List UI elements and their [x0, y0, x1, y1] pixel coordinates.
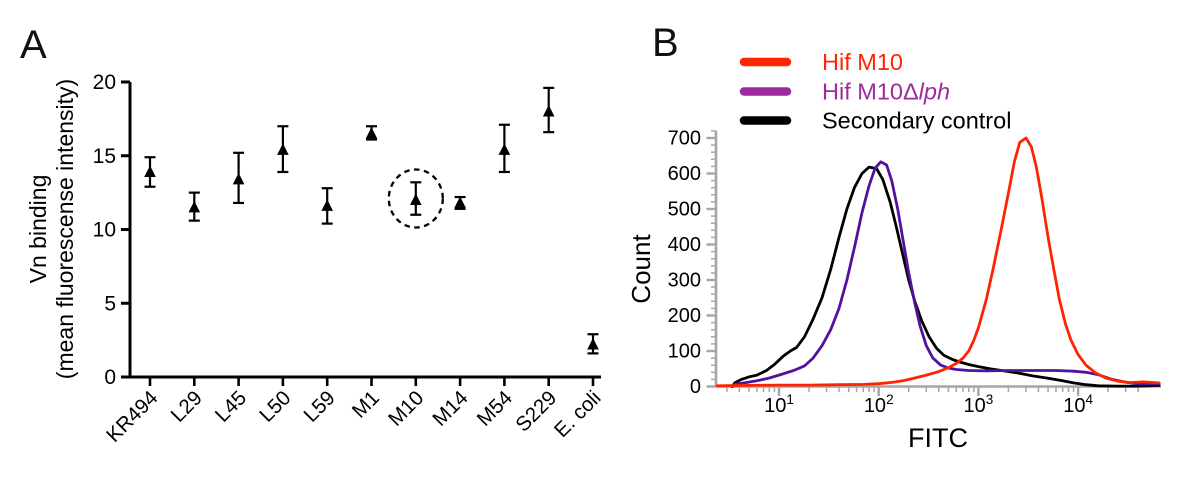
y-tick-label: 20: [93, 71, 116, 94]
panel-a-y-axis-label-line2: (mean fluorescense intensity): [52, 79, 78, 379]
data-point-marker: [454, 196, 466, 208]
data-point-marker: [188, 200, 201, 213]
category-label: M10: [384, 386, 428, 430]
data-point-marker: [498, 143, 511, 155]
panel-b-letter: B: [652, 21, 679, 65]
data-point-marker: [365, 127, 378, 139]
legend-label-hif-m10-delta-lph: Hif M10Δlph: [822, 79, 950, 105]
y-tick-label: 0: [104, 366, 116, 389]
y-tick-label: 5: [104, 292, 116, 315]
legend: Hif M10 Hif M10Δlph Secondary control: [739, 49, 1011, 134]
x-tick-label: 101: [764, 392, 794, 417]
category-label: M1: [348, 386, 384, 422]
y-tick-label: 100: [668, 341, 701, 363]
category-label: M14: [428, 386, 472, 430]
panel-b-y-axis-label: Count: [626, 234, 656, 304]
category-label: L29: [166, 386, 206, 426]
category-label: E. coli: [550, 386, 606, 442]
category-label: M54: [472, 386, 516, 430]
legend-label-italic-gene: lph: [919, 79, 950, 105]
y-tick-label: 400: [668, 234, 701, 256]
data-point-marker: [321, 199, 333, 211]
y-tick-label: 300: [668, 270, 701, 292]
data-point-marker: [277, 143, 289, 155]
panel-a-y-axis-label-line1: Vn binding: [25, 175, 51, 284]
y-tick-label: 15: [93, 145, 116, 168]
x-tick-label: 103: [964, 392, 994, 417]
y-tick-label: 0: [690, 376, 701, 398]
curve-hif-m10: [715, 136, 1161, 388]
data-point-marker: [144, 165, 156, 177]
legend-label-hif-m10: Hif M10: [822, 49, 903, 75]
curve-secondary-control: [730, 165, 1161, 388]
data-point-marker: [410, 193, 422, 205]
y-tick-label: 200: [668, 305, 701, 327]
data-point-marker: [232, 172, 245, 185]
data-point-marker: [587, 338, 599, 350]
y-tick-label: 600: [668, 163, 701, 185]
category-label: L59: [299, 386, 339, 426]
panel-b-plot: 0 100 200 300 400 500 600 700 101 102 103 104: [668, 128, 1161, 417]
legend-label-prefix: Hif M10Δ: [822, 79, 919, 105]
y-tick-label: 10: [93, 219, 116, 242]
legend-label-secondary-control: Secondary control: [822, 108, 1011, 134]
curve-hif-m10-lph: [730, 160, 1161, 388]
panel-a-letter: A: [20, 23, 47, 67]
dashed-circle-annotation: [387, 168, 444, 229]
x-tick-label: 104: [1063, 392, 1093, 417]
x-tick-label: 102: [864, 392, 894, 417]
category-label: KR494: [102, 386, 163, 447]
data-point-marker: [542, 105, 555, 117]
category-label: L45: [211, 386, 251, 426]
panel-b-x-axis-label: FITC: [908, 423, 968, 453]
y-tick-label: 500: [668, 199, 701, 221]
y-tick-label: 700: [668, 128, 701, 150]
category-label: L50: [255, 386, 295, 426]
